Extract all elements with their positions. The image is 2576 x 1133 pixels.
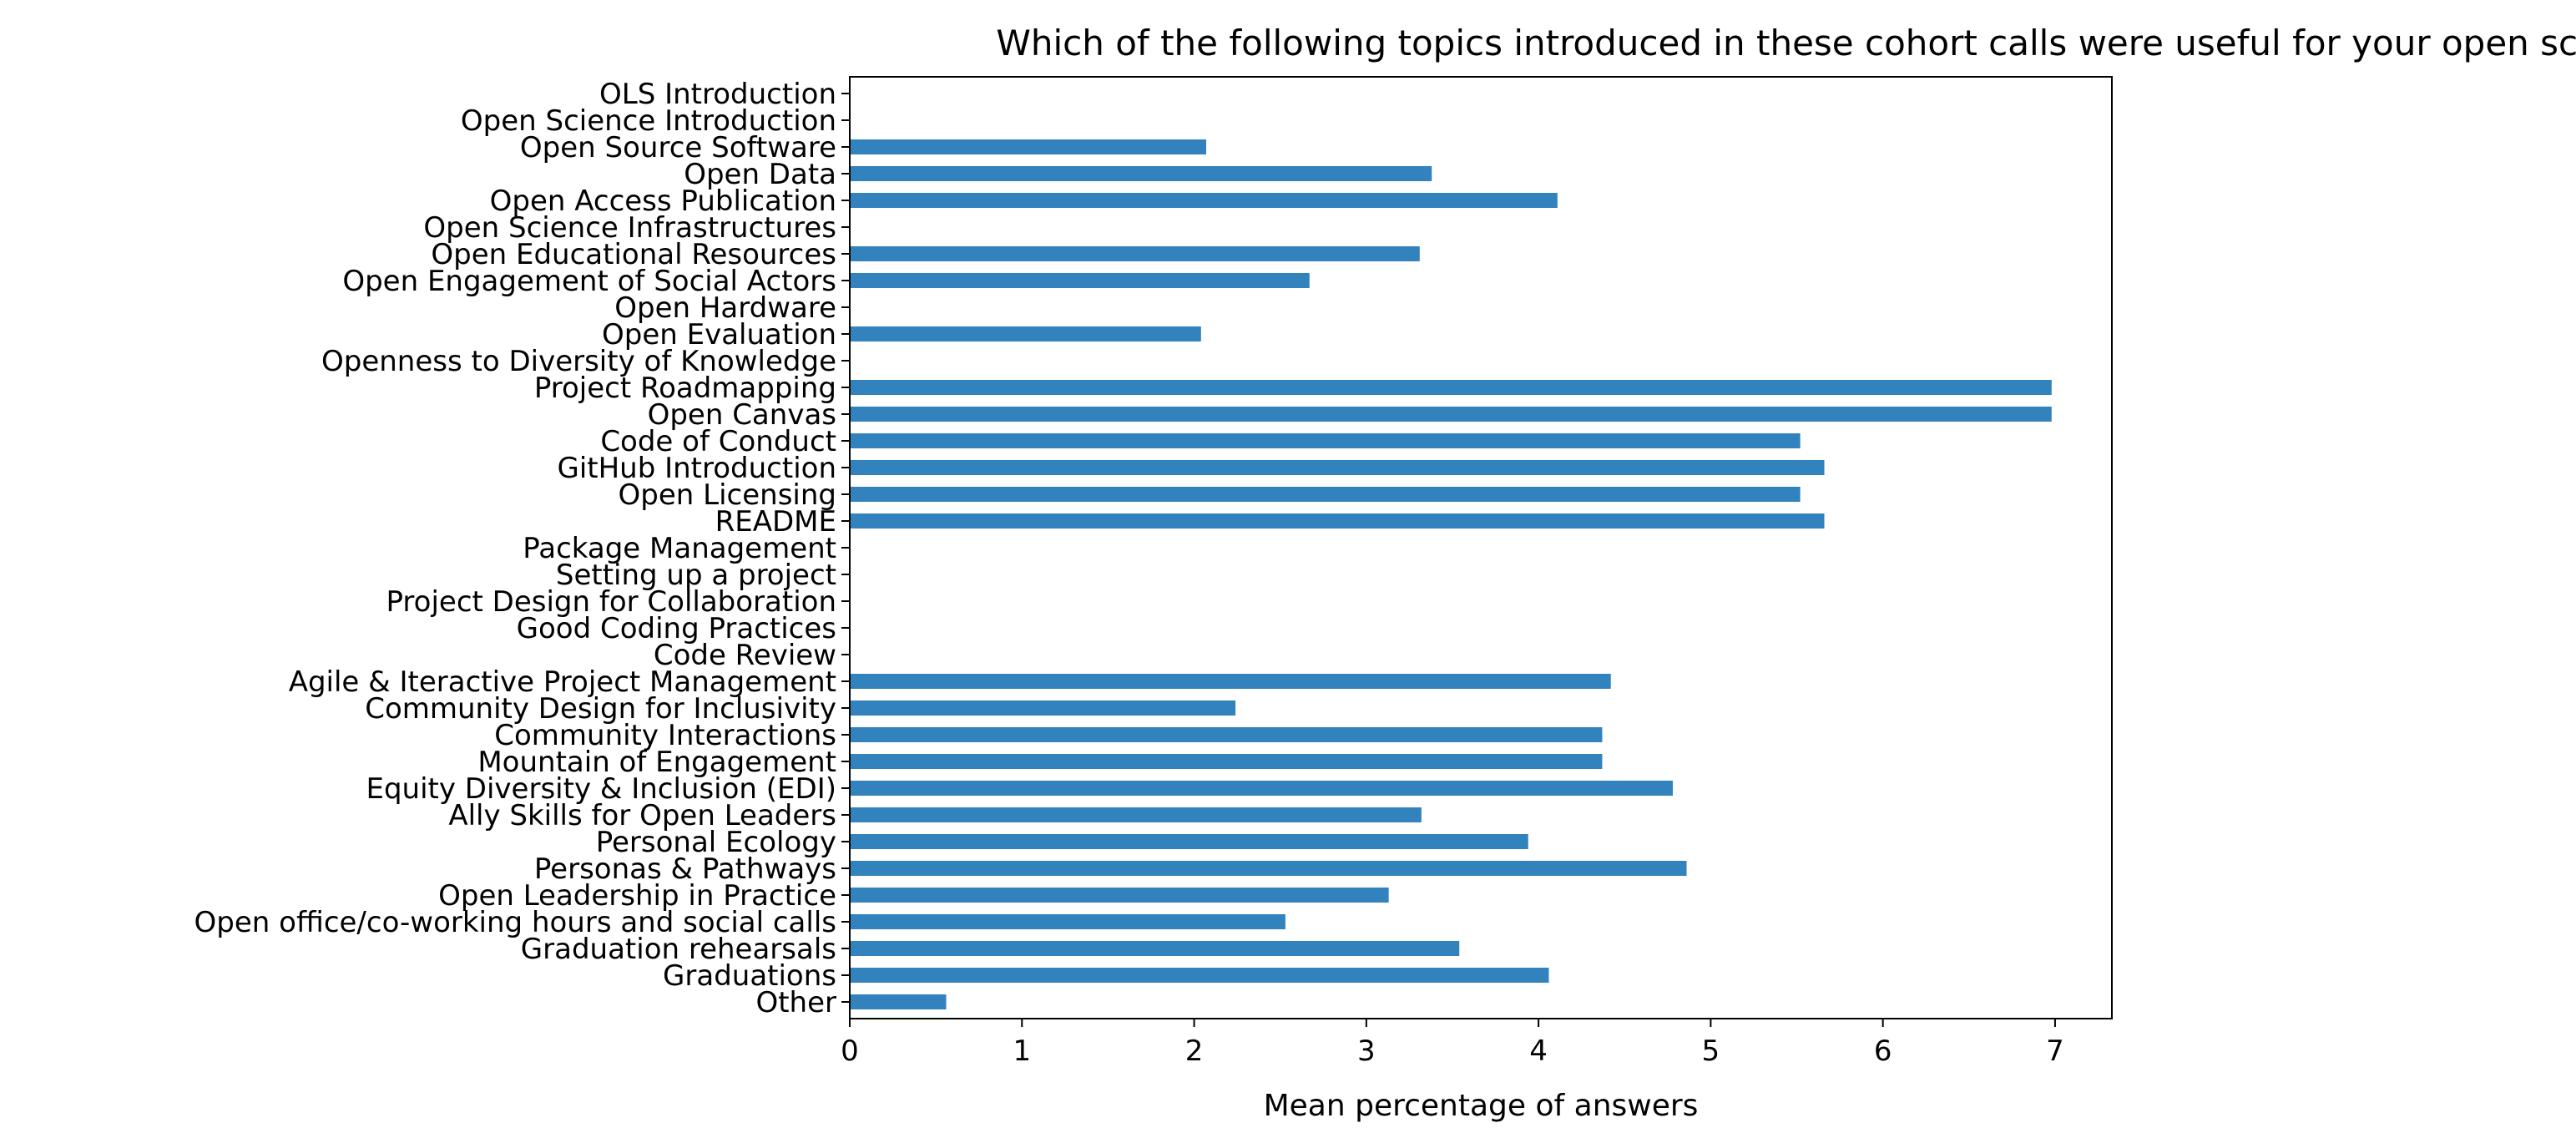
category-label: Code Review xyxy=(654,639,836,672)
x-tick-label: 2 xyxy=(1185,1034,1204,1068)
bar xyxy=(850,914,1285,929)
category-label: Open Licensing xyxy=(619,478,836,512)
x-tick-label: 5 xyxy=(1702,1034,1720,1068)
bar xyxy=(850,407,2052,422)
category-label: Open Canvas xyxy=(648,398,836,432)
x-axis-label: Mean percentage of answers xyxy=(1264,1089,1699,1123)
bar xyxy=(850,139,1206,154)
category-label: Open Leadership in Practice xyxy=(438,879,836,913)
bar xyxy=(850,380,2052,395)
category-label: Open Engagement of Social Actors xyxy=(342,265,836,298)
category-label: Project Roadmapping xyxy=(534,372,836,405)
category-label: OLS Introduction xyxy=(599,78,836,111)
category-label: Graduations xyxy=(663,959,836,993)
category-label: Good Coding Practices xyxy=(517,612,836,645)
bar xyxy=(850,888,1389,903)
category-label: Other xyxy=(755,986,836,1019)
category-label: Equity Diversity & Inclusion (EDI) xyxy=(366,772,836,806)
x-tick-label: 3 xyxy=(1357,1034,1376,1068)
bar xyxy=(850,941,1460,956)
category-label: Open Hardware xyxy=(614,291,836,325)
x-tick-label: 0 xyxy=(841,1034,859,1068)
category-label: Open Access Publication xyxy=(490,185,836,218)
chart-title: Which of the following topics introduced… xyxy=(996,23,2576,63)
bar xyxy=(850,701,1236,716)
category-label: Ally Skills for Open Leaders xyxy=(448,799,836,832)
bar xyxy=(850,513,1825,529)
x-tick-label: 6 xyxy=(1874,1034,1892,1068)
bar xyxy=(850,807,1422,822)
bar xyxy=(850,273,1310,288)
bars-group xyxy=(850,139,2052,1009)
bar xyxy=(850,994,947,1009)
category-label: Community Interactions xyxy=(494,719,836,752)
bar xyxy=(850,487,1801,502)
category-label: Openness to Diversity of Knowledge xyxy=(321,345,836,378)
bar xyxy=(850,326,1201,341)
bar xyxy=(850,460,1825,475)
category-label: Code of Conduct xyxy=(600,425,836,458)
bar xyxy=(850,968,1549,983)
x-tick-label: 7 xyxy=(2046,1034,2064,1068)
bar xyxy=(850,433,1801,448)
category-label: Community Design for Inclusivity xyxy=(365,692,836,726)
category-label: Setting up a project xyxy=(556,559,836,592)
x-tick-label: 4 xyxy=(1529,1034,1548,1068)
category-label: Project Design for Collaboration xyxy=(386,585,836,619)
bar xyxy=(850,781,1673,796)
category-label: GitHub Introduction xyxy=(557,452,836,485)
category-label: Personas & Pathways xyxy=(534,852,836,886)
bar xyxy=(850,193,1558,208)
category-label: Open Source Software xyxy=(520,131,836,164)
bar xyxy=(850,166,1432,181)
category-label: Package Management xyxy=(523,532,836,565)
category-label: Open Evaluation xyxy=(602,318,836,352)
category-label: README xyxy=(715,505,836,539)
category-label: Open Educational Resources xyxy=(431,238,836,271)
bar xyxy=(850,861,1687,876)
x-axis-ticks: 0 1 2 3 4 5 6 7 xyxy=(841,1019,2064,1068)
bar xyxy=(850,246,1420,261)
category-label: Open office/co-working hours and social … xyxy=(194,906,836,939)
category-label: Open Science Infrastructures xyxy=(423,211,836,245)
bar xyxy=(850,674,1611,689)
bar xyxy=(850,834,1528,849)
category-label: Personal Ecology xyxy=(596,826,836,859)
bar xyxy=(850,754,1603,769)
plot-frame xyxy=(849,76,2113,1019)
category-label: Open Data xyxy=(684,158,836,191)
bar xyxy=(850,727,1603,742)
category-label: Open Science Introduction xyxy=(461,104,836,138)
category-label: Agile & Iteractive Project Management xyxy=(289,665,836,699)
category-label: Mountain of Engagement xyxy=(477,746,836,779)
x-tick-label: 1 xyxy=(1013,1034,1031,1068)
category-label: Graduation rehearsals xyxy=(521,933,836,966)
